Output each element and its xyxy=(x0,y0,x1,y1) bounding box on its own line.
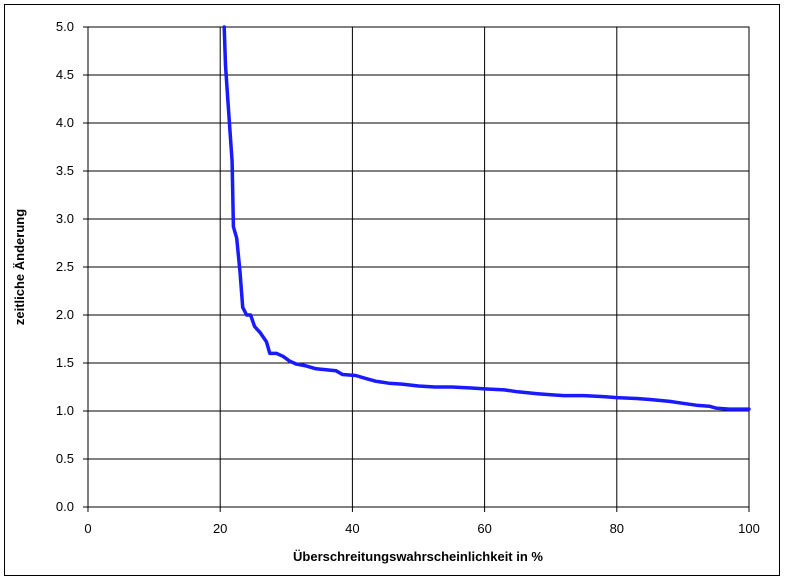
x-tick-label: 0 xyxy=(84,521,91,536)
y-tick-label: 0.0 xyxy=(56,499,74,514)
y-tick-label: 2.0 xyxy=(56,307,74,322)
x-tick-label: 80 xyxy=(610,521,624,536)
y-tick-labels: 0.0 0.5 1.0 1.5 2.0 2.5 3.0 3.5 4.0 4.5 5.0 xyxy=(56,19,74,514)
y-axis-title: zeitliche Änderung xyxy=(12,209,27,325)
y-tick-label: 3.5 xyxy=(56,163,74,178)
series-layer xyxy=(222,25,751,411)
x-axis-title: Überschreitungswahrscheinlichkeit in % xyxy=(293,549,543,564)
x-tick-labels: 0 20 40 60 80 100 xyxy=(84,521,759,536)
series-line-0 xyxy=(222,25,751,411)
y-tick-label: 1.0 xyxy=(56,403,74,418)
y-tick-label: 4.5 xyxy=(56,67,74,82)
x-tick-label: 60 xyxy=(477,521,491,536)
y-tick-label: 4.0 xyxy=(56,115,74,130)
plot-border xyxy=(87,26,750,508)
x-tick-label: 40 xyxy=(345,521,359,536)
y-tick-label: 0.5 xyxy=(56,451,74,466)
x-tick-label: 100 xyxy=(738,521,760,536)
y-tick-label: 3.0 xyxy=(56,211,74,226)
y-tick-label: 1.5 xyxy=(56,355,74,370)
y-tick-label: 2.5 xyxy=(56,259,74,274)
x-tick-label: 20 xyxy=(213,521,227,536)
y-tick-label: 5.0 xyxy=(56,19,74,34)
